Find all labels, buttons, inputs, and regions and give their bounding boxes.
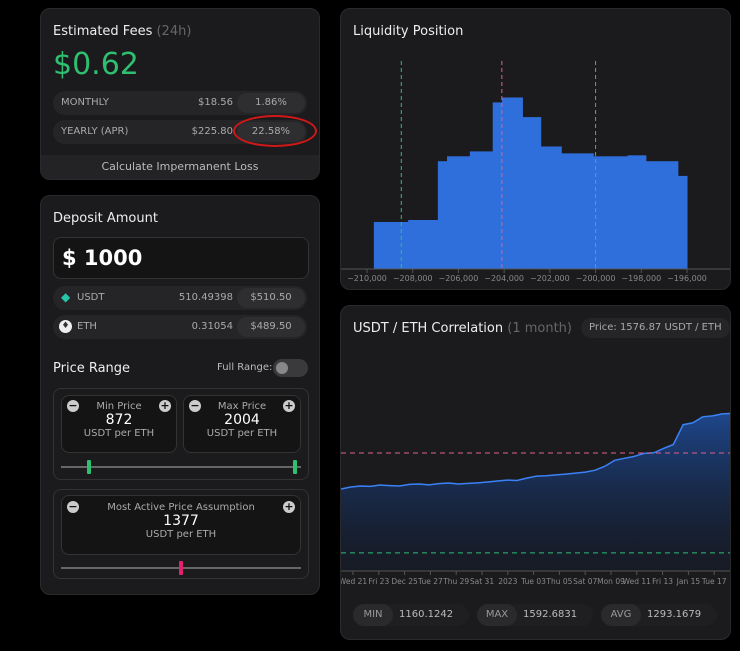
active-decrease-button[interactable]: − bbox=[67, 500, 79, 513]
x-tick-label: −200,000 bbox=[576, 274, 616, 283]
stat-max: MAX 1592.6831 bbox=[477, 604, 593, 626]
liquidity-bar bbox=[645, 161, 679, 269]
x-tick-label: Wed 11 bbox=[623, 577, 652, 586]
liquidity-bar bbox=[501, 97, 523, 269]
active-price-value[interactable]: 1377 bbox=[163, 513, 199, 529]
monthly-row: MONTHLY $18.56 1.86% bbox=[53, 91, 307, 115]
liquidity-bar bbox=[677, 175, 688, 269]
max-decrease-button[interactable]: − bbox=[189, 399, 201, 412]
x-tick-label: −206,000 bbox=[439, 274, 479, 283]
x-tick-label: −196,000 bbox=[667, 274, 707, 283]
max-increase-button[interactable]: + bbox=[283, 399, 295, 412]
liquidity-bar bbox=[492, 102, 503, 270]
fees-amount: $0.62 bbox=[53, 47, 139, 82]
liquidity-title: Liquidity Position bbox=[353, 24, 464, 39]
x-tick-label: Fri 23 bbox=[368, 577, 389, 586]
ethereum-icon: ♦ bbox=[59, 320, 72, 333]
estimated-fees-card: Estimated Fees (24h) $0.62 MONTHLY $18.56… bbox=[40, 8, 320, 180]
liquidity-bar bbox=[469, 151, 494, 269]
x-tick-label: 2023 bbox=[498, 577, 517, 586]
x-tick-label: Fri 13 bbox=[652, 577, 673, 586]
deposit-title: Deposit Amount bbox=[53, 211, 158, 226]
min-price-label: Min Price bbox=[96, 401, 142, 412]
x-tick-label: Mon 09 bbox=[597, 577, 625, 586]
correlation-card: USDT / ETH Correlation (1 month) Price: … bbox=[340, 305, 731, 640]
stat-avg: AVG 1293.1679 bbox=[601, 604, 717, 626]
correlation-chart: Wed 21 Fri 23 Dec 25 Tue 27 Thu 29 Sat 31 2023… bbox=[341, 412, 730, 586]
x-tick-label: −208,000 bbox=[393, 274, 433, 283]
x-tick-label: −204,000 bbox=[484, 274, 524, 283]
liquidity-bar bbox=[593, 156, 629, 269]
active-slider-handle[interactable] bbox=[179, 561, 183, 575]
min-decrease-button[interactable]: − bbox=[67, 399, 79, 412]
token-row-usdt: ◆ USDT 510.49398 $510.50 bbox=[53, 286, 307, 310]
x-tick-label: −210,000 bbox=[347, 274, 387, 283]
max-price-value[interactable]: 2004 bbox=[224, 412, 260, 428]
liquidity-card: Liquidity Position −210,000 −208,000 −206,… bbox=[340, 8, 731, 290]
stat-min: MIN 1160.1242 bbox=[353, 604, 469, 626]
x-tick-label: Jan 15 bbox=[676, 577, 701, 586]
range-slider-track[interactable] bbox=[61, 466, 301, 468]
tether-icon: ◆ bbox=[61, 290, 71, 304]
x-tick-label: Thu 29 bbox=[442, 577, 469, 586]
x-tick-label: −202,000 bbox=[530, 274, 570, 283]
max-price-label: Max Price bbox=[217, 401, 267, 412]
x-tick-label: Thu 05 bbox=[545, 577, 572, 586]
liquidity-bar bbox=[408, 220, 439, 269]
liquidity-bar bbox=[437, 161, 448, 269]
liquidity-bar bbox=[522, 117, 542, 269]
price-line bbox=[341, 412, 730, 490]
x-tick-label: Tue 17 bbox=[701, 577, 727, 586]
x-tick-label: Tue 27 bbox=[417, 577, 443, 586]
max-price-unit: USDT per ETH bbox=[206, 428, 278, 439]
calculate-il-button[interactable]: Calculate Impermanent Loss bbox=[41, 155, 319, 179]
current-price-badge: Price: 1576.87 USDT / ETH bbox=[581, 318, 730, 338]
deposit-amount-input[interactable]: $ 1000 bbox=[53, 237, 309, 279]
liquidity-bar bbox=[627, 155, 647, 269]
min-price-panel: − + Min Price 872 USDT per ETH bbox=[61, 395, 177, 453]
active-price-unit: USDT per ETH bbox=[145, 529, 217, 540]
correlation-title: USDT / ETH Correlation (1 month) bbox=[353, 321, 572, 336]
active-price-panel: − + Most Active Price Assumption 1377 US… bbox=[61, 495, 301, 555]
x-tick-label: Sat 31 bbox=[470, 577, 494, 586]
x-tick-label: Tue 03 bbox=[520, 577, 546, 586]
liquidity-bar bbox=[373, 221, 409, 269]
x-tick-label: Dec 25 bbox=[391, 577, 418, 586]
min-slider-handle[interactable] bbox=[87, 460, 91, 474]
liquidity-chart: −210,000 −208,000 −206,000 −204,000 −202,000… bbox=[341, 61, 730, 283]
max-price-panel: − + Max Price 2004 USDT per ETH bbox=[183, 395, 301, 453]
price-area bbox=[341, 413, 730, 571]
liquidity-bar bbox=[561, 153, 594, 269]
highlight-ellipse bbox=[233, 115, 317, 147]
x-tick-label: Sat 07 bbox=[573, 577, 597, 586]
liquidity-bar bbox=[540, 146, 562, 269]
max-slider-handle[interactable] bbox=[293, 460, 297, 474]
min-increase-button[interactable]: + bbox=[159, 399, 171, 412]
full-range-toggle[interactable] bbox=[273, 359, 308, 377]
min-price-unit: USDT per ETH bbox=[83, 428, 155, 439]
full-range-label: Full Range: bbox=[217, 362, 273, 373]
price-range-box: − + Min Price 872 USDT per ETH − + Max P… bbox=[53, 388, 309, 480]
price-range-title: Price Range bbox=[53, 361, 131, 376]
fees-title: Estimated Fees (24h) bbox=[53, 24, 192, 39]
x-tick-label: Wed 21 bbox=[341, 577, 367, 586]
active-price-label: Most Active Price Assumption bbox=[107, 502, 255, 513]
active-increase-button[interactable]: + bbox=[283, 500, 295, 513]
liquidity-bar bbox=[447, 156, 471, 269]
min-price-value[interactable]: 872 bbox=[105, 412, 133, 428]
deposit-card: Deposit Amount $ 1000 ◆ USDT 510.49398 $510… bbox=[40, 195, 320, 595]
active-price-box: − + Most Active Price Assumption 1377 US… bbox=[53, 489, 309, 579]
x-tick-label: −198,000 bbox=[621, 274, 661, 283]
token-row-eth: ♦ ETH 0.31054 $489.50 bbox=[53, 315, 307, 339]
